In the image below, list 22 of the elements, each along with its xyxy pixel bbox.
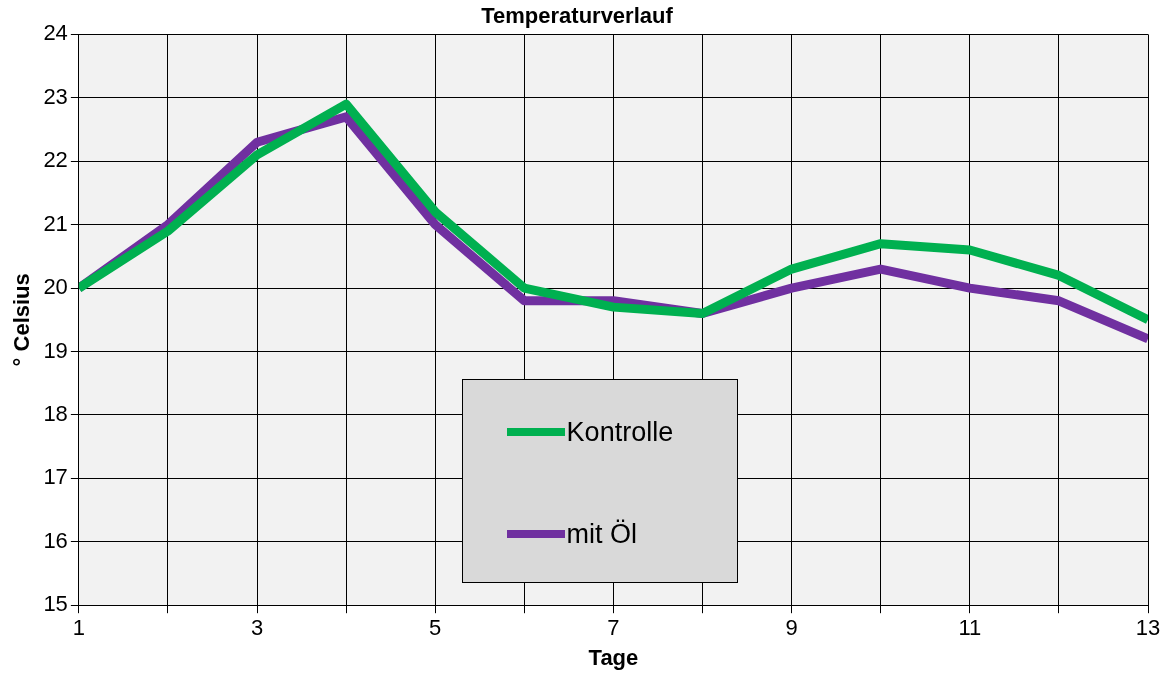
y-tick-label: 17 [43,464,68,490]
y-tick-label: 19 [43,337,68,363]
y-tick-label: 20 [43,274,68,300]
y-tick-label: 21 [43,210,68,236]
x-tick-label: 3 [250,615,264,641]
x-tick-label: 13 [1135,615,1161,641]
legend-label: Kontrolle [566,416,674,448]
y-tick-label: 15 [43,591,68,617]
y-tick-label: 22 [43,147,68,173]
legend-label: mit Öl [566,518,638,550]
chart-title: Temperaturverlauf [481,3,674,29]
x-tick-label: 5 [429,615,442,641]
y-tick-label: 24 [43,20,68,46]
x-tick-label: 1 [72,615,85,641]
y-tick-label: 18 [43,401,68,426]
x-tick-label: 7 [607,615,620,641]
x-tick-label: 11 [958,615,982,641]
x-axis-title: Tage [588,644,639,670]
y-axis-title: ° Celsius [9,273,35,367]
y-tick-label: 23 [43,83,68,109]
x-tick-label: 9 [785,615,798,641]
y-tick-label: 16 [43,527,68,553]
